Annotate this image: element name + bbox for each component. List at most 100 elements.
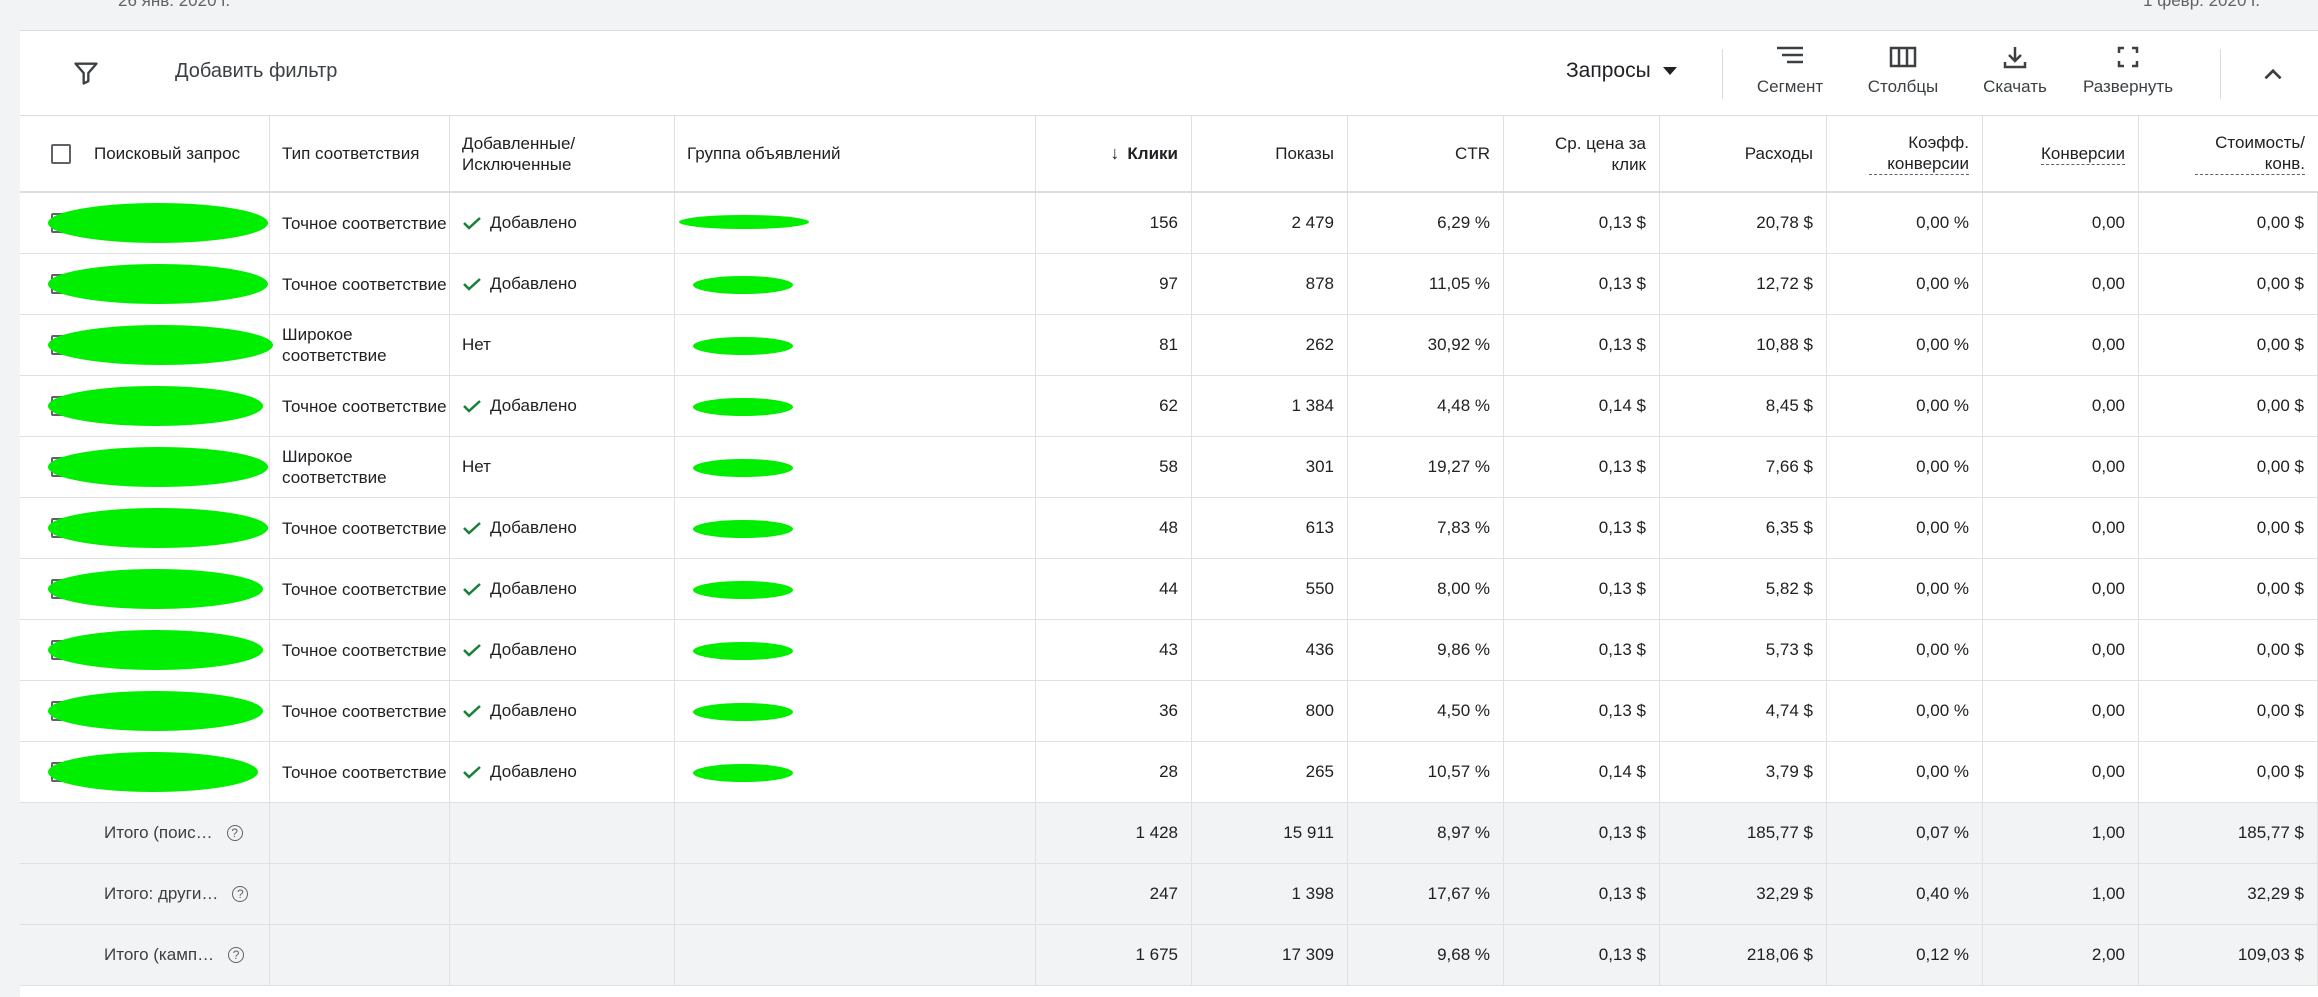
col-cost-per-conv: 0,00 $	[2139, 559, 2318, 619]
ad-group-cell[interactable]	[675, 254, 1036, 314]
table-row: Точное соответствие Добавлено 28 265 10,57 …	[20, 742, 2318, 803]
header-query-label[interactable]: Поисковый запрос	[94, 144, 241, 163]
check-icon	[463, 278, 481, 291]
date-end: 1 февр. 2020 г.	[2143, 0, 2260, 10]
table-row: Точное соответствие Добавлено 156 2 479 6,2…	[20, 193, 2318, 254]
redacted-query	[48, 508, 268, 548]
col-cost: 10,88 $	[1660, 315, 1827, 375]
col-cost: 4,74 $	[1660, 681, 1827, 741]
ad-group-cell[interactable]	[675, 620, 1036, 680]
download-button[interactable]: Скачать	[1965, 45, 2065, 97]
sort-down-icon: ↓	[1110, 143, 1120, 163]
help-icon[interactable]: ?	[228, 947, 245, 963]
col-conversions: 0,00	[1983, 498, 2139, 558]
col-cost-per-conv: 0,00 $	[2139, 498, 2318, 558]
header-avg-cpc[interactable]: Ср. цена за клик	[1504, 116, 1660, 191]
status-cell: Добавлено	[450, 559, 675, 619]
col-conversions: 0,00	[1983, 193, 2139, 253]
expand-button[interactable]: Развернуть	[2078, 45, 2178, 97]
col-cost-per-conv: 0,00 $	[2139, 681, 2318, 741]
ad-group-cell[interactable]	[675, 315, 1036, 375]
segment-button[interactable]: Сегмент	[1740, 45, 1840, 97]
columns-button[interactable]: Столбцы	[1853, 45, 1953, 97]
col-conv-rate: 0,40 %	[1827, 864, 1983, 924]
col-cost: 20,78 $	[1660, 193, 1827, 253]
search-terms-panel: Добавить фильтр Запросы Сегмент Столбцы …	[20, 30, 2318, 997]
col-cost: 185,77 $	[1660, 803, 1827, 863]
ad-group-cell[interactable]	[675, 498, 1036, 558]
redacted-query	[48, 386, 263, 426]
query-cell	[20, 254, 270, 314]
header-impressions[interactable]: Показы	[1192, 116, 1348, 191]
ad-group-cell[interactable]	[675, 437, 1036, 497]
query-cell	[20, 437, 270, 497]
col-ctr: 10,57 %	[1348, 742, 1504, 802]
ad-group-cell[interactable]	[675, 681, 1036, 741]
help-icon[interactable]: ?	[226, 825, 243, 841]
col-ctr: 11,05 %	[1348, 254, 1504, 314]
col-conversions: 0,00	[1983, 254, 2139, 314]
header-conversions[interactable]: Конверсии	[1983, 116, 2139, 191]
redacted-query	[48, 203, 268, 243]
col-clicks: 156	[1036, 193, 1192, 253]
col-ctr: 8,00 %	[1348, 559, 1504, 619]
view-selector[interactable]: Запросы	[1566, 59, 1677, 83]
header-cost-per-conv[interactable]: Стоимость/ конв.	[2139, 116, 2318, 191]
header-clicks[interactable]: ↓ Клики	[1036, 116, 1192, 191]
empty-cell	[675, 803, 1036, 863]
header-cost[interactable]: Расходы	[1660, 116, 1827, 191]
col-clicks: 58	[1036, 437, 1192, 497]
col-impressions: 878	[1192, 254, 1348, 314]
col-ctr: 9,86 %	[1348, 620, 1504, 680]
col-conversions: 1,00	[1983, 864, 2139, 924]
fullscreen-icon	[2117, 46, 2139, 68]
ad-group-cell[interactable]	[675, 193, 1036, 253]
col-conv-rate: 0,00 %	[1827, 498, 1983, 558]
header-ad-group[interactable]: Группа объявлений	[675, 116, 1036, 191]
col-conv-rate: 0,00 %	[1827, 376, 1983, 436]
chevron-up-icon[interactable]	[2260, 61, 2286, 87]
col-conv-rate: 0,00 %	[1827, 559, 1983, 619]
status-label: Добавлено	[490, 579, 577, 598]
ad-group-cell[interactable]	[675, 559, 1036, 619]
columns-icon	[1889, 46, 1917, 68]
chevron-down-icon	[1662, 67, 1677, 75]
col-avg-cpc: 0,13 $	[1504, 681, 1660, 741]
col-conversions: 1,00	[1983, 803, 2139, 863]
match-type-cell: Широкое соответствие	[270, 315, 450, 375]
table-row: Точное соответствие Добавлено 62 1 384 4,48…	[20, 376, 2318, 437]
col-conv-rate: 0,07 %	[1827, 803, 1983, 863]
redacted-ad-group	[693, 276, 793, 294]
filter-icon[interactable]	[72, 59, 100, 87]
select-all-checkbox[interactable]	[51, 143, 71, 164]
col-avg-cpc: 0,14 $	[1504, 376, 1660, 436]
add-filter-button[interactable]: Добавить фильтр	[175, 60, 338, 82]
header-conv-rate[interactable]: Коэфф. конверсии	[1827, 116, 1983, 191]
col-clicks: 247	[1036, 864, 1192, 924]
header-query: Поисковый запрос	[20, 116, 270, 191]
check-icon	[463, 217, 481, 230]
ad-group-cell[interactable]	[675, 376, 1036, 436]
totals-row: Итого (камп… ? 1 675 17 309 9,68 % 0,13 $218…	[20, 925, 2318, 986]
match-type-cell: Точное соответствие	[270, 742, 450, 802]
redacted-ad-group	[693, 459, 793, 477]
status-cell: Добавлено	[450, 681, 675, 741]
download-label: Скачать	[1983, 77, 2047, 96]
col-clicks: 36	[1036, 681, 1192, 741]
header-clicks-label: Клики	[1127, 144, 1178, 163]
totals-label: Итого: други…	[104, 884, 219, 903]
header-match-type[interactable]: Тип соответствия	[270, 116, 450, 191]
col-conversions: 0,00	[1983, 376, 2139, 436]
col-avg-cpc: 0,13 $	[1504, 864, 1660, 924]
col-cost: 3,79 $	[1660, 742, 1827, 802]
empty-cell	[270, 803, 450, 863]
view-selector-label: Запросы	[1566, 59, 1651, 82]
ad-group-cell[interactable]	[675, 742, 1036, 802]
check-icon	[463, 644, 481, 657]
header-ctr[interactable]: CTR	[1348, 116, 1504, 191]
help-icon[interactable]: ?	[232, 886, 249, 902]
table-row: Точное соответствие Добавлено 97 878 11,05 …	[20, 254, 2318, 315]
query-cell	[20, 681, 270, 741]
status-cell: Добавлено	[450, 498, 675, 558]
header-added-excluded[interactable]: Добавленные/ Исключенные	[450, 116, 675, 191]
